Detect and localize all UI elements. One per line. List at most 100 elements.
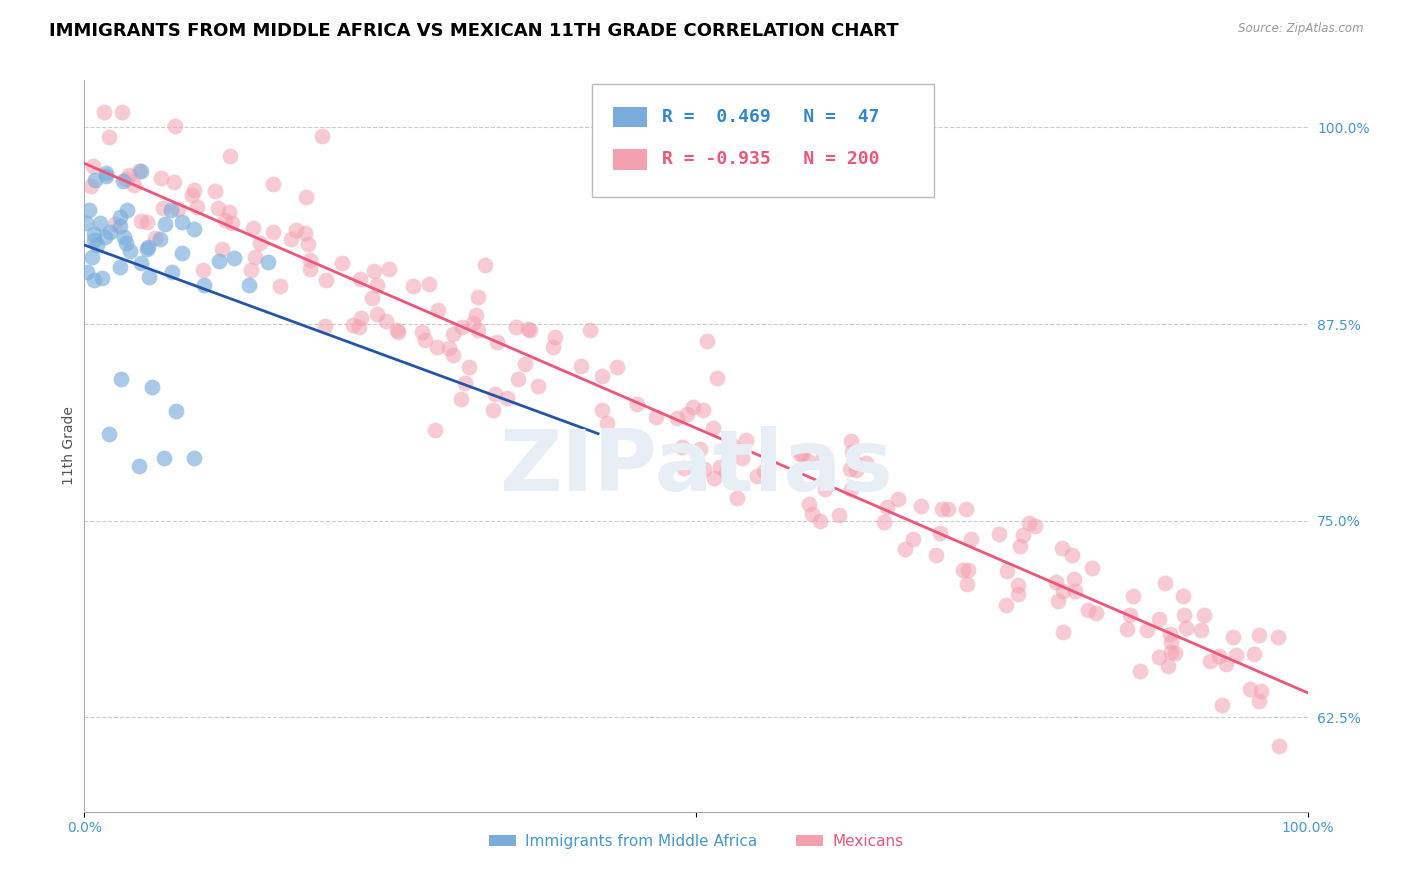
Point [86, 238, 108, 252]
Point [80, 179, 103, 194]
Point [591, 368, 613, 383]
Point [299, 252, 322, 267]
Point [1225, 648, 1247, 662]
Point [402, 278, 425, 293]
Point [180, 188, 202, 202]
Point [1007, 587, 1029, 601]
Point [519, 323, 541, 337]
Point [128, 163, 150, 178]
Point [1173, 607, 1195, 622]
Point [682, 401, 704, 415]
Point [129, 213, 152, 227]
Point [163, 175, 186, 189]
Point [294, 226, 316, 240]
Point [98, 130, 121, 145]
Point [114, 235, 136, 250]
Point [675, 407, 697, 421]
Point [1157, 659, 1180, 673]
Point [75, 216, 97, 230]
Point [83, 273, 105, 287]
Point [569, 359, 592, 373]
Point [872, 515, 894, 529]
Point [484, 386, 506, 401]
FancyBboxPatch shape [592, 84, 935, 197]
Point [165, 403, 187, 417]
Point [696, 334, 718, 348]
Point [693, 462, 716, 476]
Point [350, 311, 373, 326]
Point [112, 230, 135, 244]
Point [901, 532, 924, 546]
Point [207, 201, 229, 215]
Point [315, 273, 337, 287]
Point [467, 323, 489, 337]
Point [461, 316, 484, 330]
Point [1008, 539, 1031, 553]
Point [363, 263, 385, 277]
Point [311, 128, 333, 143]
Point [413, 333, 436, 347]
Point [166, 202, 188, 216]
Point [299, 261, 322, 276]
Point [467, 290, 489, 304]
Point [988, 527, 1011, 541]
Point [80, 251, 103, 265]
Point [437, 341, 460, 355]
Point [1211, 698, 1233, 712]
Point [243, 250, 266, 264]
Point [839, 482, 862, 496]
Text: ZIPatlas: ZIPatlas [499, 426, 893, 509]
Point [671, 440, 693, 454]
Point [387, 326, 409, 340]
Point [845, 463, 868, 477]
Point [94, 230, 117, 244]
Point [1173, 590, 1195, 604]
Point [956, 577, 979, 591]
Text: R =  0.469   N =  47: R = 0.469 N = 47 [662, 108, 879, 126]
Point [1208, 648, 1230, 663]
Point [93, 104, 115, 119]
Point [745, 469, 768, 483]
Point [672, 461, 695, 475]
Point [1024, 519, 1046, 533]
Point [191, 263, 214, 277]
Point [411, 325, 433, 339]
Point [1063, 572, 1085, 586]
Point [1174, 621, 1197, 635]
Point [441, 348, 464, 362]
Point [797, 454, 820, 468]
Point [1199, 654, 1222, 668]
Point [808, 514, 831, 528]
Point [214, 212, 236, 227]
Point [1164, 646, 1187, 660]
Point [714, 465, 737, 479]
Point [94, 166, 117, 180]
Point [128, 458, 150, 473]
Point [606, 359, 628, 374]
Point [262, 225, 284, 239]
Point [841, 434, 863, 448]
Point [110, 372, 132, 386]
Point [959, 532, 981, 546]
Point [1243, 647, 1265, 661]
Point [186, 200, 208, 214]
Point [1268, 739, 1291, 754]
Point [1215, 657, 1237, 671]
Point [83, 172, 105, 186]
Point [1081, 560, 1104, 574]
Point [1189, 623, 1212, 637]
Point [482, 403, 505, 417]
Point [936, 502, 959, 516]
Point [349, 272, 371, 286]
Point [799, 497, 821, 511]
Point [1045, 575, 1067, 590]
Point [1154, 575, 1177, 590]
Point [94, 169, 117, 184]
Point [1239, 682, 1261, 697]
Point [115, 202, 138, 217]
Point [238, 277, 260, 292]
Point [1129, 664, 1152, 678]
Point [450, 392, 472, 406]
Point [894, 541, 917, 556]
Point [1007, 578, 1029, 592]
